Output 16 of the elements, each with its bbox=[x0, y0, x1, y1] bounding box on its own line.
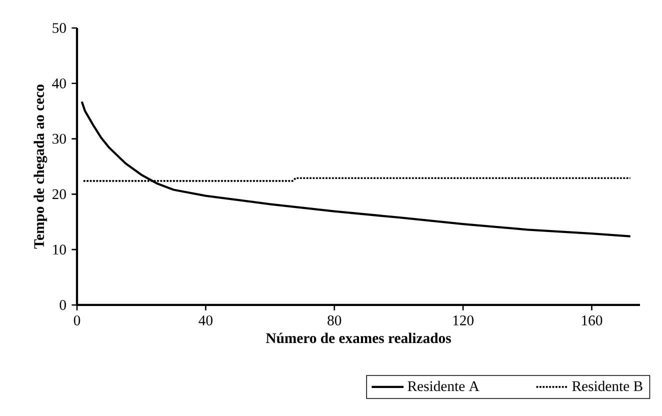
y-tick-label: 0 bbox=[60, 300, 66, 310]
y-tick-label: 30 bbox=[52, 134, 66, 144]
legend-label: Residente B bbox=[572, 380, 642, 392]
x-tick-label: 40 bbox=[198, 315, 212, 326]
line-series bbox=[80, 100, 632, 238]
legend-label: Residente A bbox=[408, 380, 480, 392]
y-tick-label: 10 bbox=[53, 244, 66, 255]
x-tick-label: 120 bbox=[453, 315, 474, 326]
x-tick-label: 80 bbox=[328, 315, 342, 326]
x-axis-title: Número de exames realizados bbox=[266, 332, 451, 344]
y-axis-title: Tempo de chegada ao ceco bbox=[34, 84, 48, 249]
x-tick-label: 0 bbox=[74, 315, 80, 326]
y-tick-label: 20 bbox=[52, 189, 66, 200]
y-tick-label: 50 bbox=[52, 23, 66, 33]
y-tick-label: 40 bbox=[52, 78, 66, 88]
x-tick-label: 160 bbox=[582, 315, 602, 326]
